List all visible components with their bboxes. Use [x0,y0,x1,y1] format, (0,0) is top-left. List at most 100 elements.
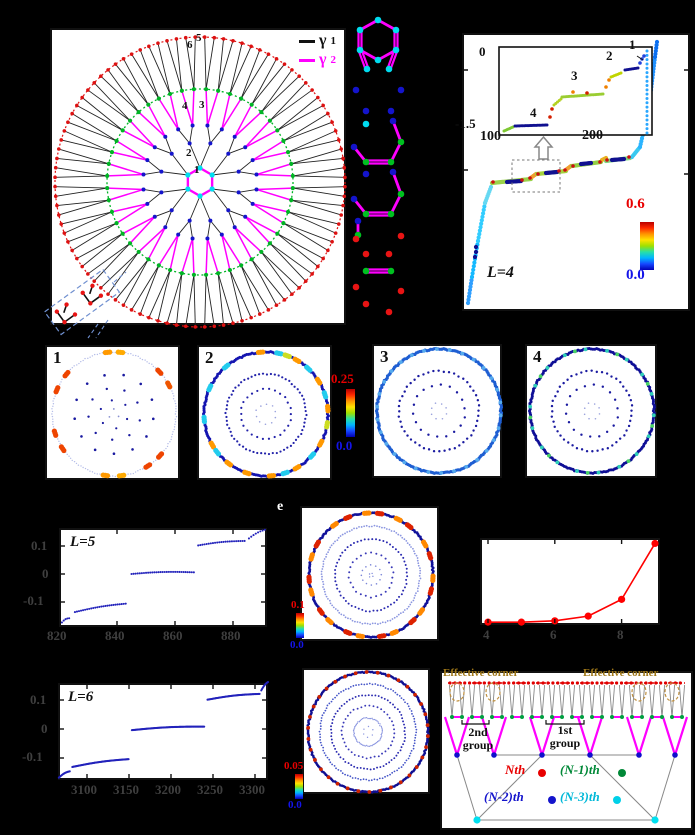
spectrum-L5-drawing [60,528,266,625]
spectrum-L4-inset [502,49,649,135]
panel-spectrum-L4 [462,33,690,311]
label-legend-n2th: (N-2)th [484,789,524,804]
legend-line-swatch [299,39,316,43]
label-d-size-label: L=5 [70,534,96,550]
panel-rings-L5 [300,506,439,641]
label-e-xtick-3250: 3250 [197,782,223,797]
label-e-xtick-3300: 3300 [239,782,265,797]
label-c4-label: 4 [533,347,542,366]
legend-symbol: γ [319,51,327,68]
rings-3-drawing [374,346,504,475]
label-b-point-label-1: 1 [629,37,636,52]
legend-line-swatch [299,58,316,62]
label-d-ytick-0: 0 [42,566,49,581]
chain-generation-3 [350,168,405,240]
panel-rings-2 [197,345,332,480]
panel-corner-diagram [440,671,693,830]
panel-rings-4 [525,344,657,478]
label-f-xtick-4: 4 [483,627,490,642]
label-legend-n1th: (N-1)th [560,762,600,777]
panel-rings-1 [45,345,180,480]
label-b-point-label-4: 4 [530,105,537,120]
panel-rings-3 [372,344,504,478]
label-legend-nth: Nth [505,762,526,777]
line-chart-drawing [484,539,659,626]
label-l6-cbar-min: 0.0 [288,799,302,811]
label-effective-corner-left: Effective corner [443,667,519,679]
panel-rings-L6 [302,668,430,794]
label-gen-label-6: 6 [187,39,193,51]
rings-2-drawing [201,349,331,479]
panel-spectrum-L6 [57,680,270,780]
rings-L5-drawing [306,510,436,640]
corner-diagram-drawing [443,681,689,824]
dimer-and-red-dots [352,235,395,275]
rings-1-drawing [51,349,178,479]
label-d-xtick-840: 840 [105,628,125,643]
label-f-xtick-8: 8 [617,627,624,642]
legend-symbol: γ [319,32,327,49]
label-e-ytick-m01: -0.1 [22,749,43,764]
generation-motifs [350,16,405,316]
label-e-xtick-3100: 3100 [71,782,97,797]
label-e-ytick-01: 0.1 [30,692,47,707]
label-c2-label: 2 [205,348,214,367]
colorbar-L4 [640,222,654,270]
label-l5-cbar-max: 0.1 [291,599,305,611]
label-b-inset-xtick-200: 200 [582,128,603,143]
label-b-size-label: L=4 [487,264,514,281]
label-d-ytick-01: 0.1 [31,538,48,553]
label-e-ytick-0: 0 [41,721,48,736]
label-b-point-label-3: 3 [571,68,578,83]
label-b-inset-ytick-min: -1.5 [455,116,476,131]
colorbar-L5 [296,613,304,638]
label-b-point-label-2: 2 [606,48,613,63]
label-c3-label: 3 [380,347,389,366]
rings-L6-drawing [306,670,430,794]
spectrum-L6-drawing [57,680,270,779]
label-c-cbar-max: 0.25 [331,371,354,386]
label-group-label-2nd: 2nd group [462,725,494,753]
rings-4-drawing [528,347,656,475]
label-d-xtick-880: 880 [221,628,241,643]
legend-subscript: 1 [330,35,337,47]
radial-lattice-drawing [53,35,347,329]
label-e-xtick-3150: 3150 [113,782,139,797]
label-gen-label-5: 5 [196,32,202,44]
label-b-inset-xtick-100: 100 [480,129,501,144]
label-stray-label-e: e [277,499,284,514]
label-d-ytick-m01: -0.1 [23,593,44,608]
spectrum-L4-drawing [464,39,688,306]
unit-cell-inset [43,268,127,339]
label-d-xtick-820: 820 [47,628,67,643]
isolated-blue-pair [352,86,405,94]
colorbar-L6 [295,774,303,799]
isolated-red-dots [352,283,405,316]
label-b-inset-ytick-0: 0 [479,44,486,59]
hexagon-generation-1 [356,16,400,73]
colorbar-rings [346,389,355,437]
label-e-xtick-3200: 3200 [155,782,181,797]
label-d-xtick-860: 860 [163,628,183,643]
label-b-cbar-min: 0.0 [626,267,645,283]
panel-spectrum-L5 [59,528,267,627]
label-c1-label: 1 [53,348,62,367]
label-f-xtick-6: 6 [550,627,557,642]
label-group-label-1st: 1st group [549,723,581,751]
legend-subscript: 2 [330,54,337,66]
panel-line-chart [480,538,660,626]
label-gen-label-2: 2 [186,147,192,159]
label-c-cbar-min: 0.0 [336,438,353,453]
label-gen-label-1: 1 [194,164,200,176]
label-l5-cbar-min: 0.0 [290,639,304,651]
chain-generation-2 [350,107,405,166]
label-legend-n3th: (N-3)th [560,789,600,804]
label-e-size-label: L=6 [68,689,94,705]
label-b-cbar-max: 0.6 [626,196,645,212]
label-gen-label-4: 4 [182,100,188,112]
label-l6-cbar-max: 0.05 [284,760,304,772]
